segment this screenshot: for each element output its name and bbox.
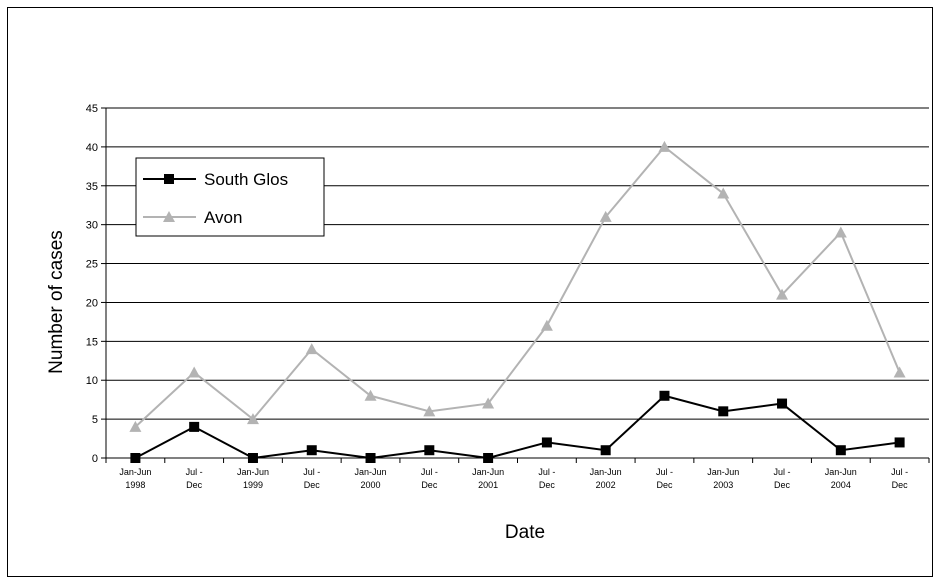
x-tick-label-8-line1: Jan-Jun [590, 467, 622, 477]
series-line-south-glos [134, 394, 900, 460]
x-tick-label-4-line2: 2000 [361, 480, 381, 490]
point-avon-9 [658, 140, 671, 152]
point-avon-8 [599, 210, 612, 222]
point-avon-0 [129, 420, 142, 432]
legend: South Glos Avon [135, 157, 325, 237]
x-tick-label-0-line2: 1998 [125, 480, 145, 490]
gridlines [106, 107, 929, 420]
x-tick-label-3-line2: Dec [304, 480, 321, 490]
point-south-glos-11 [777, 398, 788, 409]
x-tick-label-0-line1: Jan-Jun [119, 467, 151, 477]
point-south-glos-6 [483, 453, 494, 463]
y-tick-label-30: 30 [86, 220, 98, 232]
legend-box [135, 157, 325, 237]
x-tick-label-13-line1: Jul - [891, 467, 908, 477]
legend-marker-south-glos [164, 174, 174, 184]
point-south-glos-8 [600, 445, 611, 456]
x-tick-label-11-line2: Dec [774, 480, 791, 490]
x-axis-title: Date [505, 522, 545, 543]
point-south-glos-13 [894, 437, 905, 448]
legend-label-south-glos: South Glos [204, 170, 288, 189]
legend-label-avon: Avon [204, 208, 242, 227]
point-avon-7 [540, 319, 553, 331]
point-avon-2 [246, 413, 259, 425]
x-tick-label-3-line1: Jul - [303, 467, 320, 477]
point-avon-5 [423, 405, 436, 417]
x-tick-label-8-line2: 2002 [596, 480, 616, 490]
point-avon-12 [834, 226, 847, 238]
x-tick-label-9-line1: Jul - [656, 467, 673, 477]
point-south-glos-12 [835, 445, 846, 456]
point-south-glos-9 [659, 390, 670, 401]
y-tick-label-15: 15 [86, 336, 98, 348]
y-tick-label-25: 25 [86, 259, 98, 271]
y-axis-title: Number of cases [46, 230, 67, 374]
x-tick-labels: Jan-Jun 1998 Jul - Dec Jan-Jun 1999 Jul - Dec Ja… [119, 467, 908, 490]
y-tick-label-40: 40 [86, 142, 98, 154]
y-tick-label-45: 45 [86, 103, 98, 115]
y-tick-label-35: 35 [86, 181, 98, 193]
x-tick-label-6-line1: Jan-Jun [472, 467, 504, 477]
point-south-glos-4 [365, 453, 376, 463]
x-tick-label-7-line1: Jul - [538, 467, 555, 477]
point-south-glos-7 [541, 437, 552, 448]
x-tick-label-10-line1: Jan-Jun [707, 467, 739, 477]
x-tick-label-10-line2: 2003 [713, 480, 733, 490]
point-south-glos-1 [189, 421, 200, 432]
point-avon-1 [188, 366, 201, 378]
series-line-avon [134, 145, 901, 428]
point-south-glos-2 [247, 453, 258, 463]
series [129, 140, 906, 463]
x-tick-label-4-line1: Jan-Jun [355, 467, 387, 477]
chart-frame [7, 7, 933, 577]
x-tick-label-2-line1: Jan-Jun [237, 467, 269, 477]
point-avon-4 [364, 389, 377, 401]
x-tick-label-13-line2: Dec [892, 480, 909, 490]
x-tick-label-12-line1: Jan-Jun [825, 467, 857, 477]
x-tick-label-9-line2: Dec [656, 480, 673, 490]
point-south-glos-3 [306, 445, 317, 456]
x-tick-label-7-line2: Dec [539, 480, 556, 490]
x-tick-label-1-line1: Jul - [186, 467, 203, 477]
point-south-glos-5 [424, 445, 435, 456]
y-tick-label-10: 10 [86, 375, 98, 387]
y-tick-label-5: 5 [92, 414, 98, 426]
point-avon-3 [305, 343, 318, 355]
point-avon-13 [893, 366, 906, 378]
x-tick-label-5-line2: Dec [421, 480, 438, 490]
point-south-glos-10 [718, 406, 729, 417]
y-tick-label-20: 20 [86, 297, 98, 309]
x-tick-label-11-line1: Jul - [774, 467, 791, 477]
legend-marker-avon [163, 211, 175, 222]
axes [101, 107, 930, 463]
x-tick-label-12-line2: 2004 [831, 480, 851, 490]
y-tick-labels: 0 5 10 15 20 25 30 35 40 45 [86, 103, 98, 465]
point-avon-6 [482, 397, 495, 409]
x-tick-label-2-line2: 1999 [243, 480, 263, 490]
point-south-glos-0 [130, 453, 141, 463]
x-tick-label-5-line1: Jul - [421, 467, 438, 477]
point-avon-10 [717, 187, 730, 199]
x-tick-label-1-line2: Dec [186, 480, 203, 490]
x-tick-label-6-line2: 2001 [478, 480, 498, 490]
point-avon-11 [776, 288, 789, 300]
y-tick-label-0: 0 [92, 453, 98, 465]
